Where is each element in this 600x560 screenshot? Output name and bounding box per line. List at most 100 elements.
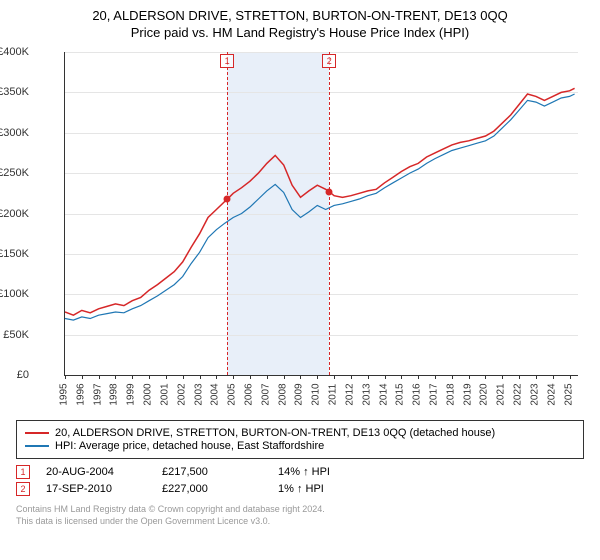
y-axis-label: £250K <box>0 167 29 179</box>
y-axis-label: £100K <box>0 288 29 300</box>
x-tick <box>115 375 116 379</box>
chart-subtitle: Price paid vs. HM Land Registry's House … <box>16 25 584 40</box>
x-axis-label: 2024 <box>546 380 557 410</box>
transaction-date: 20-AUG-2004 <box>46 466 146 478</box>
chart-marker-dot <box>224 196 231 203</box>
transactions-table: 1 20-AUG-2004 £217,500 14% ↑ HPI 2 17-SEP-201… <box>16 465 584 496</box>
x-tick <box>351 375 352 379</box>
x-tick <box>317 375 318 379</box>
x-axis-label: 1998 <box>109 380 120 410</box>
x-axis-label: 2000 <box>143 380 154 410</box>
transaction-delta: 14% ↑ HPI <box>278 466 378 478</box>
x-axis-label: 2001 <box>159 380 170 410</box>
x-tick <box>485 375 486 379</box>
transaction-price: £227,000 <box>162 483 262 495</box>
x-axis-label: 2012 <box>344 380 355 410</box>
y-axis-label: £400K <box>0 46 29 58</box>
x-axis-label: 2025 <box>563 380 574 410</box>
x-tick <box>519 375 520 379</box>
x-tick <box>536 375 537 379</box>
x-tick <box>334 375 335 379</box>
x-axis-label: 2023 <box>529 380 540 410</box>
legend-swatch <box>25 445 49 447</box>
chart-plot-area: 12 £0£50K£100K£150K£200K£250K£300K£350K£… <box>16 46 584 416</box>
x-axis-label: 2010 <box>311 380 322 410</box>
chart-marker-label: 2 <box>322 54 336 68</box>
y-axis-label: £150K <box>0 248 29 260</box>
x-tick <box>99 375 100 379</box>
series-line-property <box>65 88 575 315</box>
x-tick <box>469 375 470 379</box>
x-tick <box>216 375 217 379</box>
chart-marker-label: 1 <box>220 54 234 68</box>
chart-marker-dot <box>326 188 333 195</box>
transaction-delta: 1% ↑ HPI <box>278 483 378 495</box>
chart-title: 20, ALDERSON DRIVE, STRETTON, BURTON-ON-… <box>16 8 584 23</box>
x-axis-label: 1995 <box>59 380 70 410</box>
x-tick <box>300 375 301 379</box>
x-axis-label: 1999 <box>126 380 137 410</box>
x-axis-label: 2005 <box>227 380 238 410</box>
legend-row: 20, ALDERSON DRIVE, STRETTON, BURTON-ON-… <box>25 427 575 439</box>
x-tick <box>553 375 554 379</box>
footnote-line: This data is licensed under the Open Gov… <box>16 516 584 528</box>
footnote-line: Contains HM Land Registry data © Crown c… <box>16 504 584 516</box>
transaction-row: 2 17-SEP-2010 £227,000 1% ↑ HPI <box>16 482 584 496</box>
x-axis-label: 2008 <box>277 380 288 410</box>
x-axis-label: 2019 <box>462 380 473 410</box>
transaction-marker: 2 <box>16 482 30 496</box>
x-tick <box>401 375 402 379</box>
x-tick <box>233 375 234 379</box>
x-tick <box>166 375 167 379</box>
legend-label: HPI: Average price, detached house, East… <box>55 440 324 452</box>
y-axis-label: £350K <box>0 86 29 98</box>
x-axis-label: 2004 <box>210 380 221 410</box>
y-axis-label: £50K <box>0 329 29 341</box>
x-tick <box>65 375 66 379</box>
transaction-row: 1 20-AUG-2004 £217,500 14% ↑ HPI <box>16 465 584 479</box>
x-tick <box>132 375 133 379</box>
x-tick <box>267 375 268 379</box>
x-tick <box>570 375 571 379</box>
x-tick <box>452 375 453 379</box>
x-tick <box>385 375 386 379</box>
x-tick <box>418 375 419 379</box>
x-axis-label: 2013 <box>361 380 372 410</box>
x-tick <box>502 375 503 379</box>
x-axis-label: 2007 <box>260 380 271 410</box>
transaction-price: £217,500 <box>162 466 262 478</box>
y-axis-label: £200K <box>0 208 29 220</box>
x-axis-label: 2017 <box>429 380 440 410</box>
legend-swatch <box>25 432 49 434</box>
x-axis-label: 2018 <box>445 380 456 410</box>
x-tick <box>284 375 285 379</box>
legend-row: HPI: Average price, detached house, East… <box>25 440 575 452</box>
x-axis-label: 2011 <box>328 380 339 410</box>
x-tick <box>82 375 83 379</box>
x-axis-label: 2016 <box>412 380 423 410</box>
legend-label: 20, ALDERSON DRIVE, STRETTON, BURTON-ON-… <box>55 427 495 439</box>
x-axis-label: 2014 <box>378 380 389 410</box>
x-tick <box>200 375 201 379</box>
y-axis-label: £0 <box>0 369 29 381</box>
chart-container: 20, ALDERSON DRIVE, STRETTON, BURTON-ON-… <box>0 0 600 537</box>
x-tick <box>368 375 369 379</box>
x-tick <box>149 375 150 379</box>
x-tick <box>435 375 436 379</box>
x-axis-label: 2015 <box>395 380 406 410</box>
x-axis-label: 1996 <box>75 380 86 410</box>
footnote: Contains HM Land Registry data © Crown c… <box>16 504 584 527</box>
x-tick <box>183 375 184 379</box>
transaction-marker: 1 <box>16 465 30 479</box>
x-tick <box>250 375 251 379</box>
x-axis-label: 2009 <box>294 380 305 410</box>
x-axis-label: 2021 <box>496 380 507 410</box>
x-axis-label: 1997 <box>92 380 103 410</box>
transaction-date: 17-SEP-2010 <box>46 483 146 495</box>
series-svg <box>65 52 578 375</box>
x-axis-label: 2020 <box>479 380 490 410</box>
x-axis-label: 2022 <box>513 380 524 410</box>
x-axis-label: 2003 <box>193 380 204 410</box>
y-axis-label: £300K <box>0 127 29 139</box>
legend: 20, ALDERSON DRIVE, STRETTON, BURTON-ON-… <box>16 420 584 459</box>
